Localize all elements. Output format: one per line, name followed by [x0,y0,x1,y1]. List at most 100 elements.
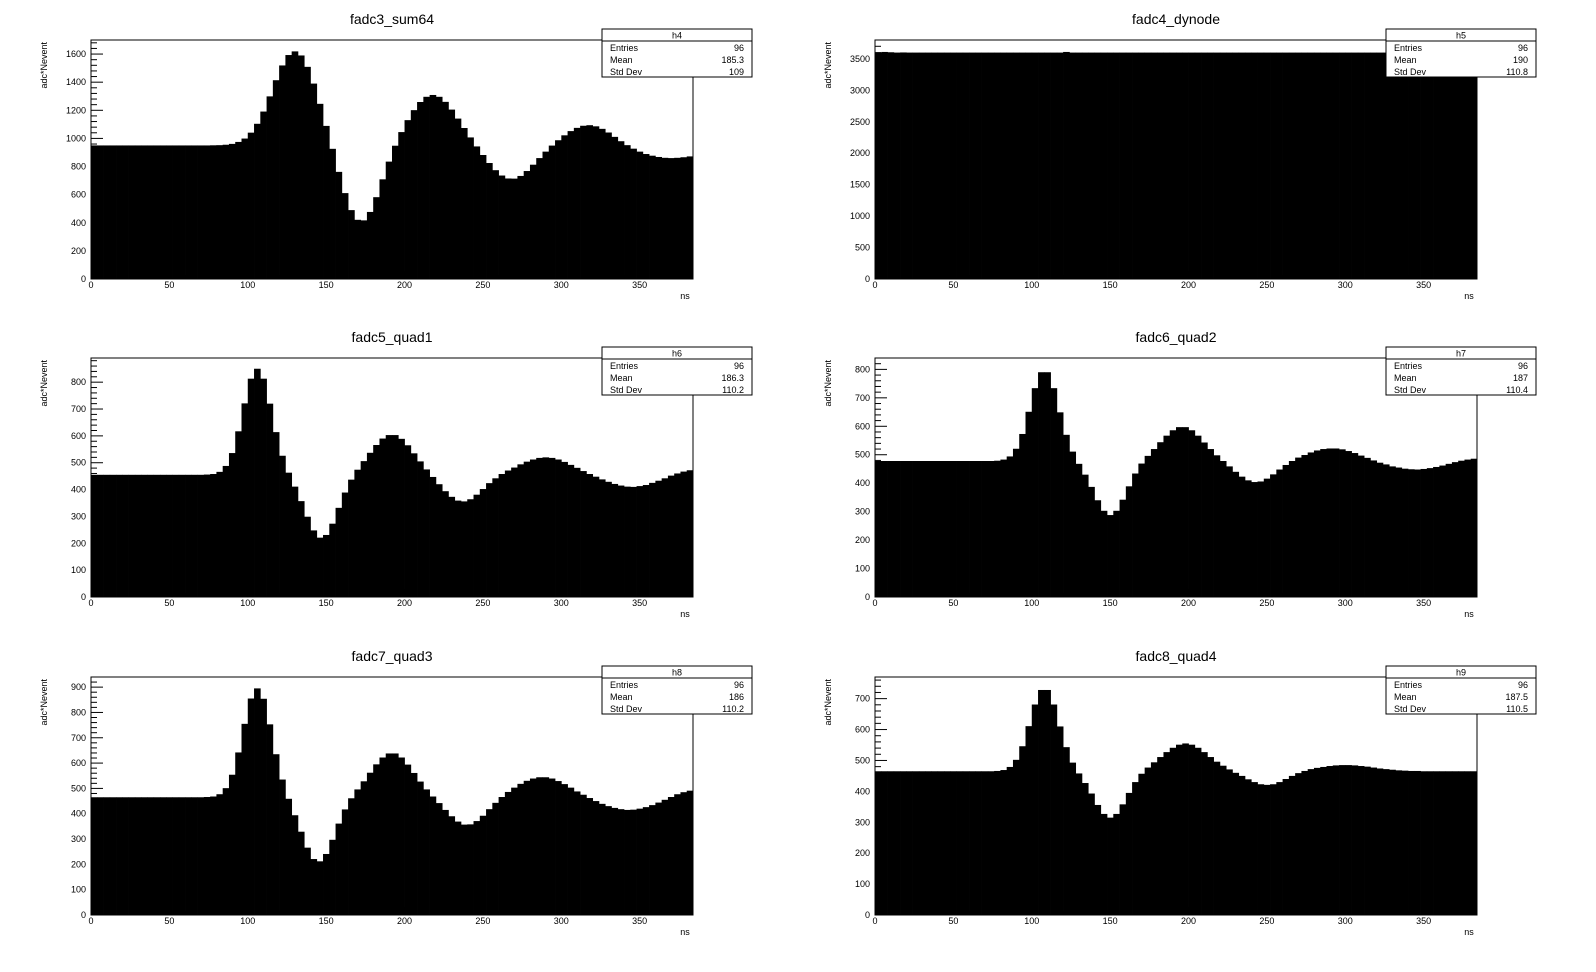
histogram-bin [410,110,418,280]
histogram-bin [1119,499,1127,597]
histogram-bin [912,461,920,597]
histogram-bin [1069,762,1077,915]
histogram-bin [573,127,581,280]
y-tick-label: 300 [71,511,86,521]
histogram-bin [1176,427,1183,597]
x-tick-label: 0 [872,916,877,926]
histogram-bin [147,797,155,915]
histogram-bin [1263,478,1271,597]
x-tick-label: 350 [1416,916,1431,926]
x-tick-label: 150 [319,598,334,608]
histogram-bin [887,52,895,280]
histogram-bin [241,723,249,915]
histogram-bin [442,809,449,915]
histogram-bin [260,698,267,915]
histogram-bin [435,803,443,915]
histogram-bin [536,158,543,279]
histogram-bin [661,478,669,597]
histogram-bin [536,777,543,915]
histogram-bin [1332,448,1340,597]
histogram-bin [881,771,888,915]
histogram-bin [1370,460,1378,597]
histogram-bin [216,145,224,279]
histogram-bin [1232,772,1240,915]
chart-title: fadc7_quad3 [352,648,433,664]
histogram-bin [1094,500,1102,597]
histogram-bin [291,486,299,597]
x-tick-label: 200 [397,280,412,290]
histogram-bin [630,809,637,915]
x-axis-label: ns [680,609,690,619]
y-tick-label: 300 [855,817,870,827]
histogram-bin [1050,388,1058,597]
histogram-bin [1276,782,1283,915]
histogram-bin [1251,52,1258,279]
histogram-bin [1050,704,1058,915]
x-tick-label: 350 [1416,598,1431,608]
histogram-bin [297,501,305,597]
histogram-bin [624,145,631,279]
histogram-bin [1100,52,1108,279]
histogram-bin [906,52,913,279]
histogram-bin [1451,771,1459,915]
histogram-bin [649,805,656,915]
histogram-bin [479,155,487,279]
histogram-bin [310,530,318,597]
histogram-bin [918,461,926,597]
histogram-bin [423,789,430,915]
histogram-bin [1244,480,1252,597]
histogram-bin [1107,817,1114,915]
histogram-bin [674,157,681,279]
histogram-bin [1420,52,1428,279]
histogram-bin [1213,455,1221,597]
x-tick-label: 50 [164,598,174,608]
histogram-bin [216,794,224,915]
histogram-bin [392,435,399,597]
histogram-bin [1100,510,1108,597]
histogram-bin [241,138,249,279]
stats-histogram-name: h8 [672,668,682,678]
histogram-bin [975,771,982,915]
histogram-bin [1226,466,1233,597]
histogram-bin [1219,52,1227,279]
histogram-bin [1119,804,1127,915]
histogram-bin [1401,52,1409,279]
histogram-bin [1270,474,1277,597]
histogram-bin [486,809,493,915]
stats-value: 96 [1518,680,1528,690]
stats-histogram-name: h9 [1456,668,1466,678]
histogram-panel-fadc6_quad2: 0 50 100 150 200 250 300 350 0 100 200 300 400 500 600… [823,329,1537,619]
histogram-bin [373,764,380,915]
histogram-bin [592,126,600,279]
histogram-bin [567,787,575,915]
histogram-bin [1006,52,1014,279]
histogram-bin [354,469,361,597]
histogram-bin [141,474,148,597]
histogram-bin [931,461,939,597]
histogram-bin [1125,52,1133,279]
histogram-bin [266,96,274,279]
histogram-bin [103,797,111,915]
histogram-bin [1351,453,1359,597]
histogram-bin [555,781,562,915]
histogram-bin [228,143,236,279]
histogram-bin [1307,769,1315,915]
histogram-bin [222,465,230,597]
histogram-bin [1357,766,1365,915]
x-tick-label: 0 [88,280,93,290]
stats-box-frame [601,665,753,715]
histogram-bin [134,474,142,597]
histogram-bin [1100,813,1108,915]
histogram-bin [1288,775,1296,915]
histogram-bin [316,861,324,915]
histogram-bin [260,111,267,279]
histogram-bin [304,516,311,597]
histogram-bin [555,459,562,597]
histogram-bin [504,791,512,915]
histogram-bin [1038,372,1045,597]
histogram-bin [291,51,299,279]
histogram-bin [598,479,606,597]
histogram-bars [875,372,1478,597]
stats-value: 185.3 [721,55,744,65]
